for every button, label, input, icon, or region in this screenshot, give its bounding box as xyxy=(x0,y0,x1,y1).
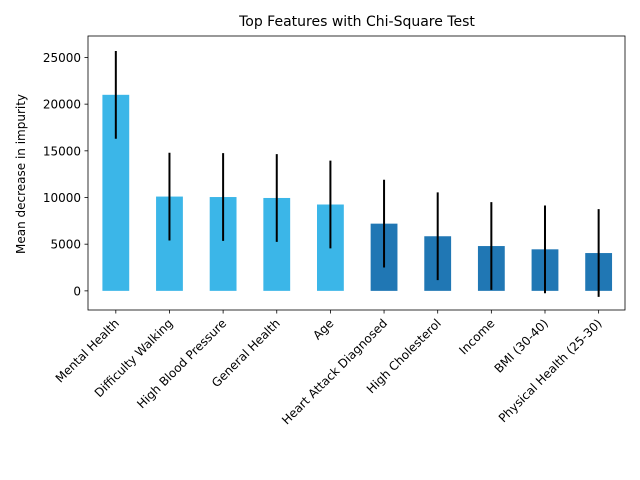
y-tick-label: 10000 xyxy=(43,191,81,205)
x-tick-label: Heart Attack Diagnosed xyxy=(279,316,390,427)
y-tick-label: 15000 xyxy=(43,144,81,158)
x-tick-label: Age xyxy=(310,316,336,342)
axes-frame xyxy=(87,35,626,311)
y-tick-label: 5000 xyxy=(50,238,81,252)
chart-title: Top Features with Chi-Square Test xyxy=(238,14,475,30)
y-tick-label: 20000 xyxy=(43,98,81,112)
x-tick-label: High Blood Pressure xyxy=(134,316,229,411)
x-tick-label: BMI (30-40) xyxy=(492,316,552,376)
y-tick-label: 0 xyxy=(73,284,81,298)
y-axis-title: Mean decrease in impurity xyxy=(14,94,28,254)
x-tick-label: Physical Health (25-30) xyxy=(496,316,605,425)
y-tick-label: 25000 xyxy=(43,51,81,65)
x-tick-label: Income xyxy=(456,316,497,357)
